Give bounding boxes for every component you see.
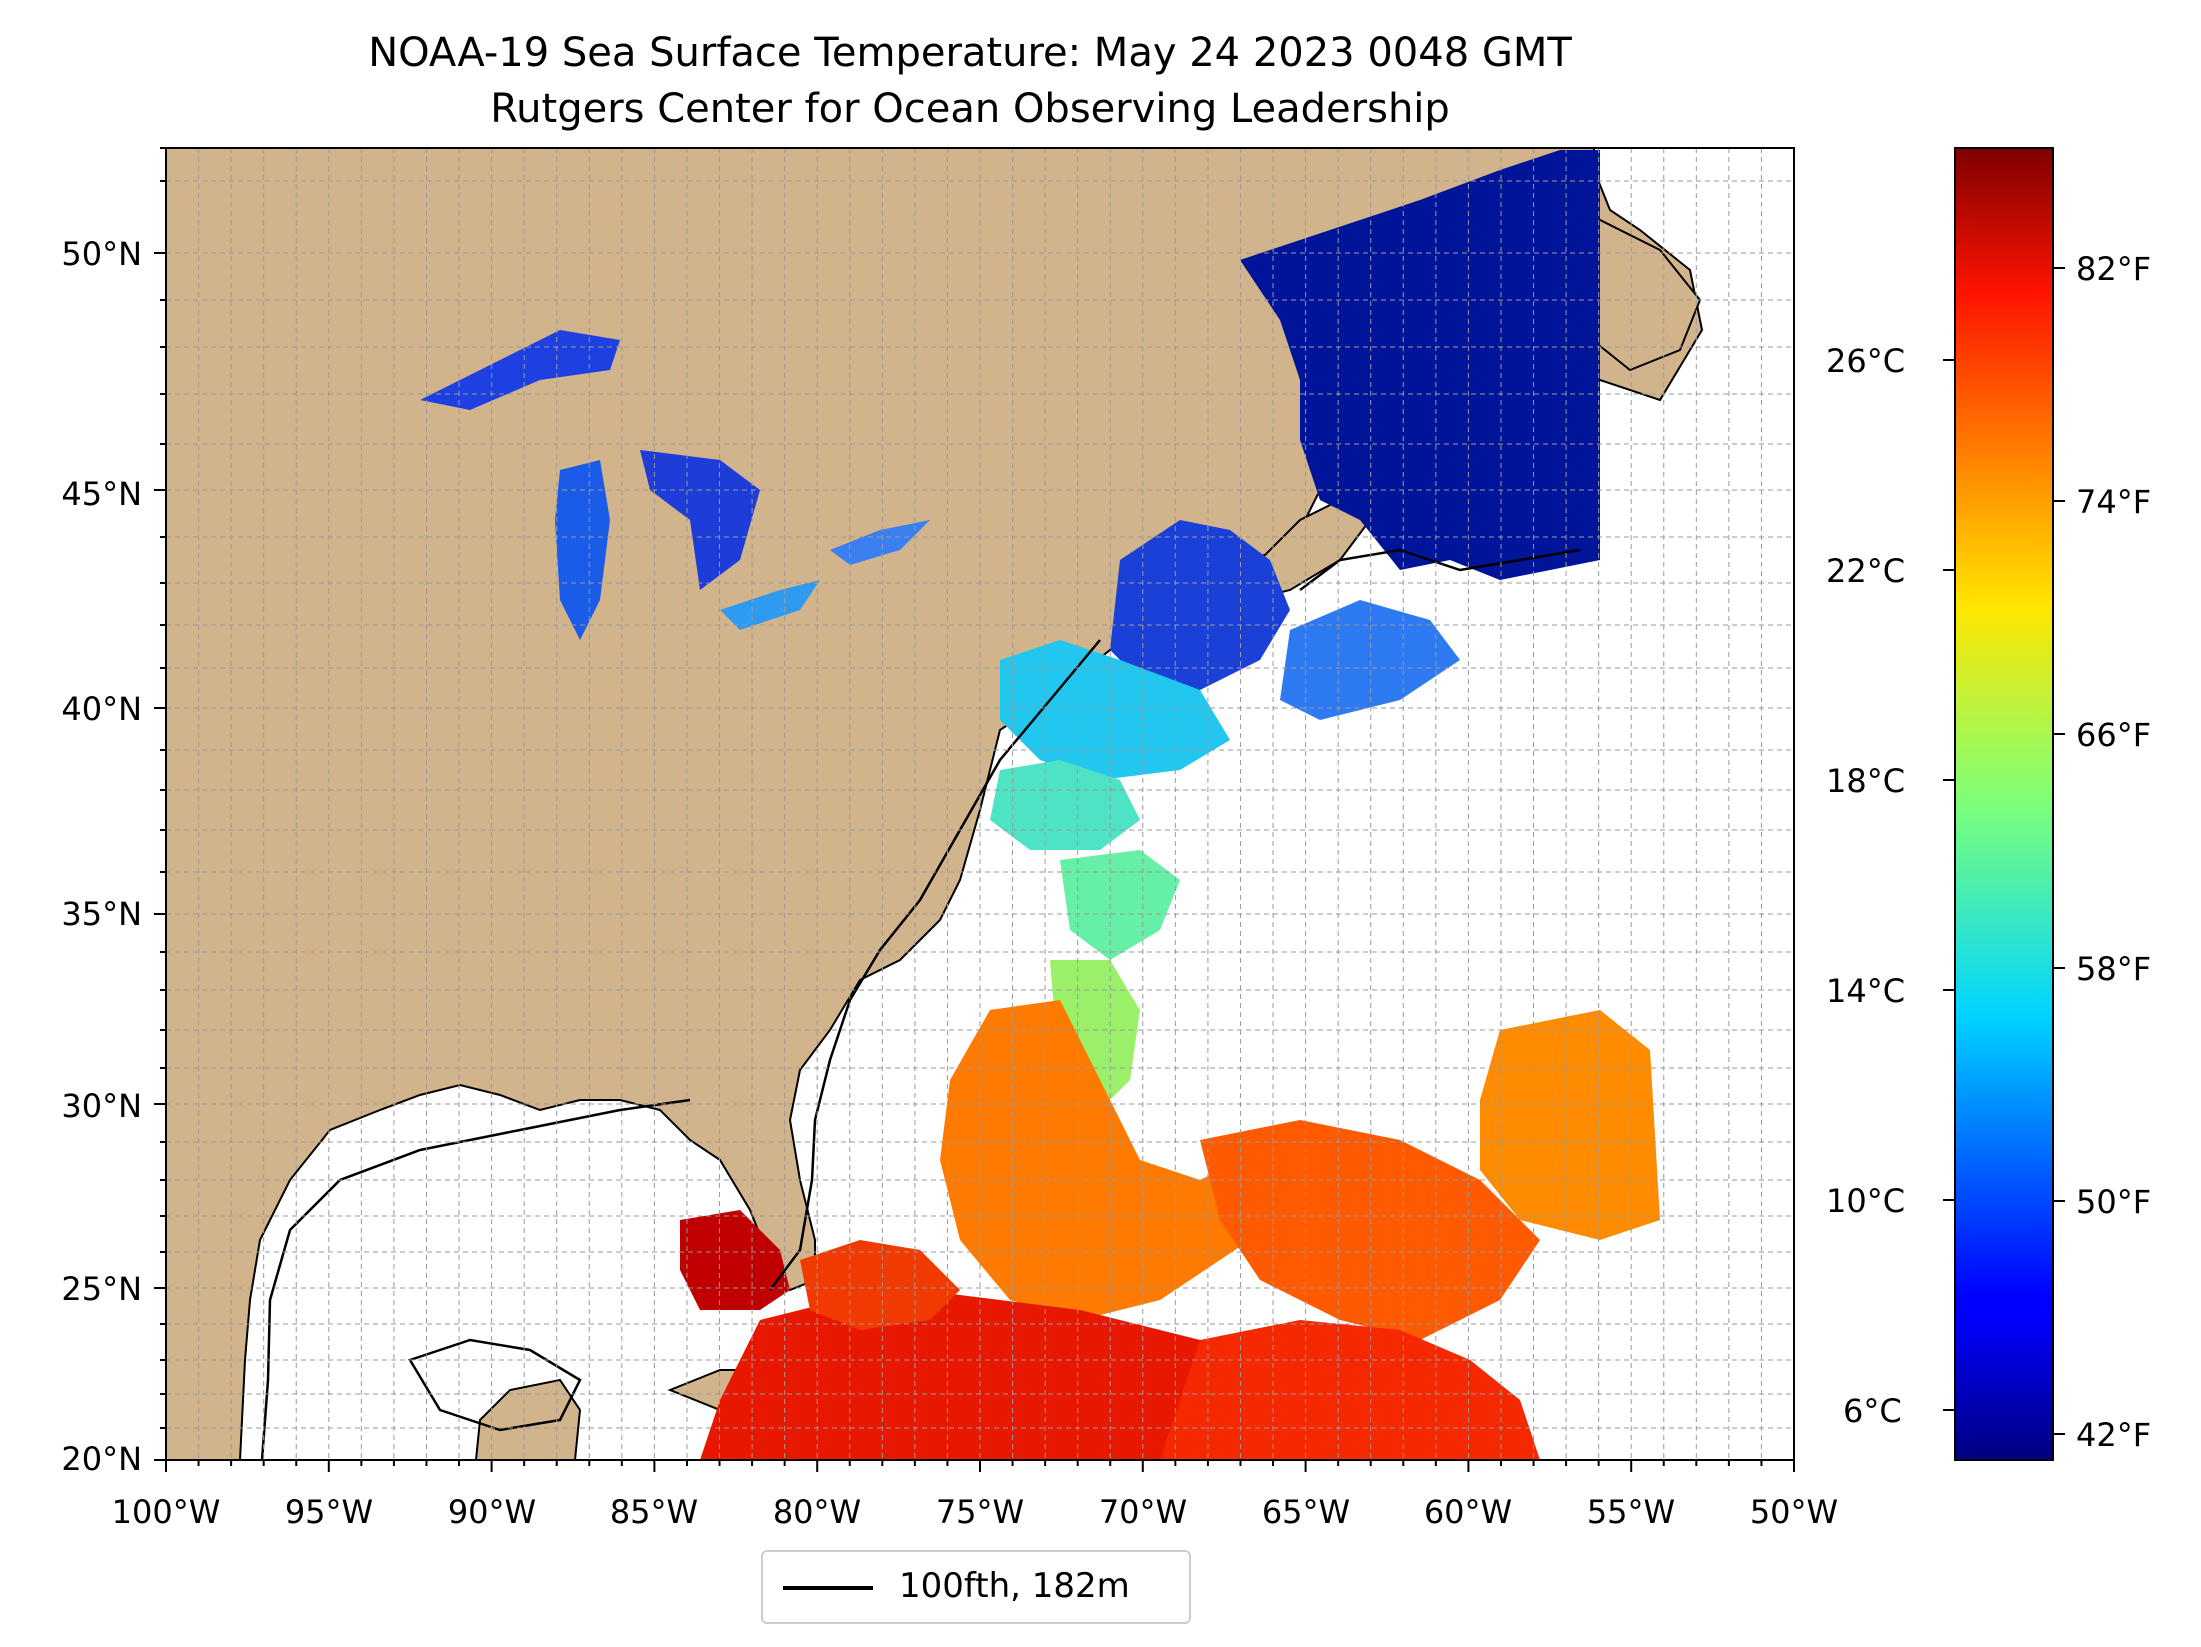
cb-fahrenheit-66: 66°F (2076, 716, 2152, 754)
cb-fahrenheit-74: 74°F (2076, 483, 2152, 521)
cb-fahrenheit-82: 82°F (2076, 250, 2152, 288)
lat-label-40: 40°N (61, 690, 142, 728)
cb-fahrenheit-58: 58°F (2076, 950, 2152, 988)
cb-celsius-6: 6°C (1843, 1392, 1902, 1430)
sst-gulf-stream-north (1060, 850, 1180, 960)
sst-bahamas (800, 1240, 960, 1330)
sst-mid-atlantic-bight (1000, 640, 1230, 780)
chart-subtitle: Rutgers Center for Ocean Observing Leade… (490, 86, 1450, 132)
cb-celsius-26: 26°C (1826, 342, 1906, 380)
map-legend: 100fth, 182m (761, 1550, 1191, 1624)
lon-label-80: 80°W (772, 1493, 862, 1531)
chart-title: NOAA-19 Sea Surface Temperature: May 24 … (368, 30, 1572, 76)
lat-label-20: 20°N (61, 1440, 142, 1478)
sst-gulf-of-st-lawrence (1240, 150, 1600, 580)
cb-celsius-18: 18°C (1826, 762, 1906, 800)
lat-label-30: 30°N (61, 1087, 142, 1125)
lat-label-35: 35°N (61, 895, 142, 933)
lon-label-75: 75°W (935, 1493, 1025, 1531)
lat-label-45: 45°N (61, 475, 142, 513)
lat-label-25: 25°N (61, 1270, 142, 1308)
cb-fahrenheit-42: 42°F (2076, 1416, 2152, 1454)
lon-label-100: 100°W (111, 1493, 221, 1531)
lon-label-90: 90°W (447, 1493, 537, 1531)
lon-label-85: 85°W (609, 1493, 699, 1531)
colorbar (1954, 147, 2054, 1461)
colorbar-ticks (1943, 267, 2065, 1435)
sst-scotian-slope (1280, 600, 1460, 720)
sst-atlantic-central (1200, 1120, 1540, 1340)
sst-atlantic-southeast (1160, 1320, 1540, 1460)
great-lakes (420, 330, 930, 640)
sst-gulf-of-maine (1110, 520, 1290, 690)
lon-label-50: 50°W (1749, 1493, 1839, 1531)
cb-celsius-14: 14°C (1826, 972, 1906, 1010)
lon-label-60: 60°W (1423, 1493, 1513, 1531)
land-yucatan (474, 1378, 582, 1460)
lon-label-95: 95°W (284, 1493, 374, 1531)
legend-line-swatch (783, 1586, 873, 1590)
lat-label-50: 50°N (61, 235, 142, 273)
lon-label-70: 70°W (1098, 1493, 1188, 1531)
sst-florida-straits (680, 1210, 790, 1310)
cb-celsius-10: 10°C (1826, 1182, 1906, 1220)
graticule (166, 148, 1794, 1460)
cb-celsius-22: 22°C (1826, 552, 1906, 590)
sst-slope-water (990, 760, 1140, 850)
sst-sargasso (940, 1000, 1300, 1320)
lon-label-65: 65°W (1261, 1493, 1351, 1531)
lon-label-55: 55°W (1586, 1493, 1676, 1531)
legend-label: 100fth, 182m (899, 1566, 1130, 1606)
axis-ticks (154, 147, 1795, 1472)
cb-fahrenheit-50: 50°F (2076, 1183, 2152, 1221)
